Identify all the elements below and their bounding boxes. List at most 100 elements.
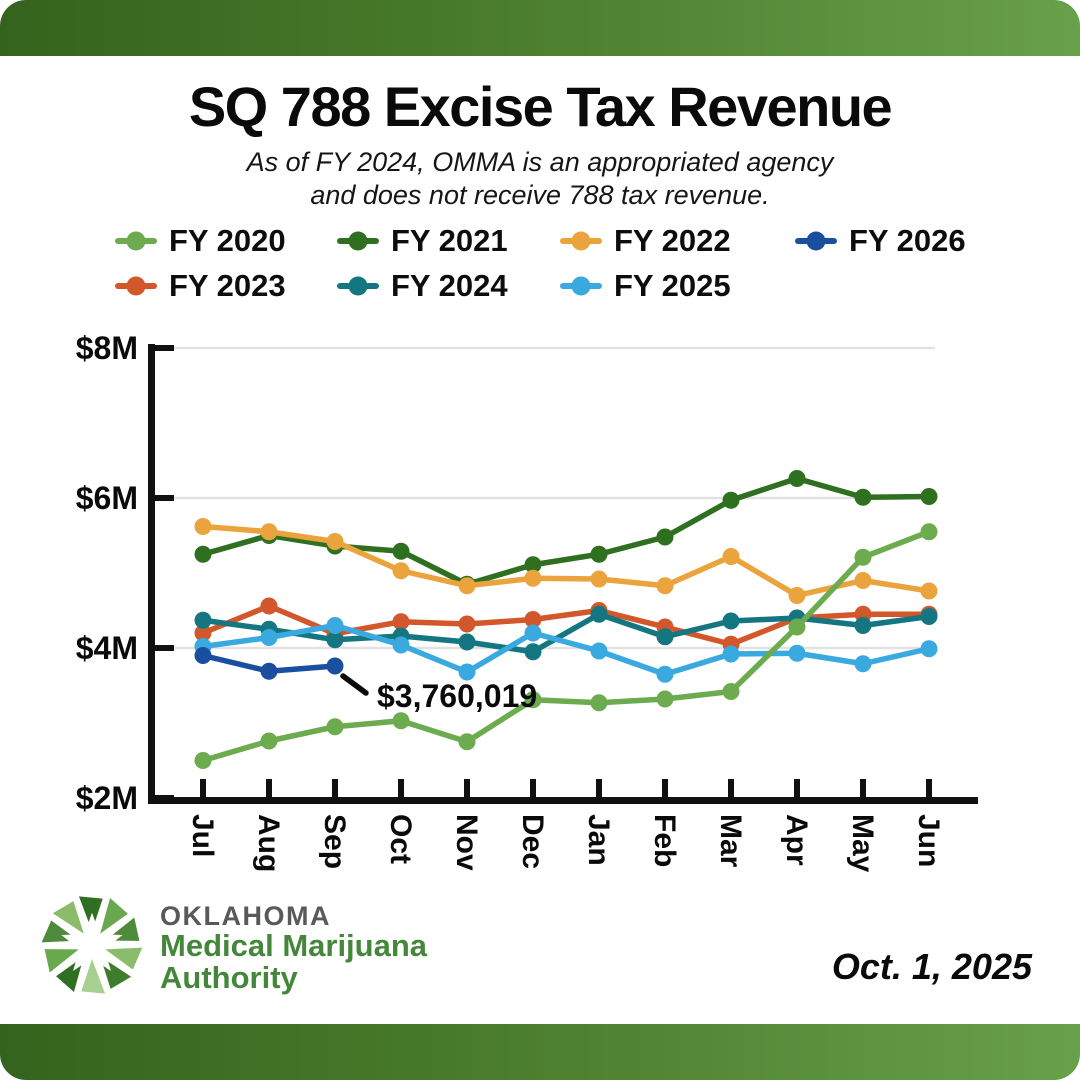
x-tick bbox=[332, 779, 338, 804]
x-tick bbox=[662, 779, 668, 804]
legend-dot-icon bbox=[571, 231, 591, 251]
x-tick-label-oct: Oct bbox=[384, 814, 417, 864]
subtitle-line-2: and does not receive 788 tax revenue. bbox=[310, 179, 770, 210]
series-fy-2025-line bbox=[200, 622, 932, 677]
point-fy-2021-may bbox=[854, 488, 872, 506]
legend-marker-icon bbox=[560, 276, 602, 296]
x-tick-label-apr: Apr bbox=[780, 814, 813, 866]
page-title: SQ 788 Excise Tax Revenue bbox=[188, 75, 893, 138]
point-fy-2022-may bbox=[854, 572, 872, 589]
legend-label: FY 2024 bbox=[391, 268, 508, 303]
point-fy-2021-jul bbox=[194, 545, 212, 563]
point-fy-2022-sep bbox=[326, 533, 344, 550]
x-tick bbox=[596, 779, 602, 804]
point-fy-2020-nov bbox=[458, 733, 476, 751]
point-fy-2025-jan bbox=[590, 642, 608, 660]
legend-dot-icon bbox=[126, 276, 146, 296]
point-fy-2023-oct bbox=[392, 613, 410, 631]
point-fy-2022-jul bbox=[194, 518, 212, 535]
point-fy-2025-dec bbox=[524, 624, 542, 642]
legend-label: FY 2022 bbox=[614, 223, 731, 258]
series-fy-2020-line bbox=[200, 529, 932, 764]
legend-item-fy-2026: FY 2026 bbox=[795, 221, 966, 261]
y-tick-label: $6M bbox=[76, 480, 138, 516]
point-fy-2023-nov bbox=[458, 615, 476, 633]
logo-shard bbox=[44, 949, 79, 973]
point-fy-2021-feb bbox=[656, 528, 674, 546]
point-fy-2020-feb bbox=[656, 690, 674, 708]
point-fy-2020-jan bbox=[590, 694, 608, 712]
logo-shard bbox=[81, 959, 106, 994]
point-fy-2025-may bbox=[854, 655, 872, 673]
point-fy-2024-nov bbox=[458, 633, 476, 651]
legend-label: FY 2021 bbox=[391, 223, 508, 258]
omma-logo: OKLAHOMA Medical Marijuana Authority bbox=[36, 886, 427, 1004]
x-tick bbox=[926, 779, 932, 804]
y-tick-label: $4M bbox=[76, 630, 138, 666]
legend-marker-icon bbox=[795, 231, 837, 251]
legend-item-fy-2020: FY 2020 bbox=[115, 221, 286, 261]
y-tick bbox=[148, 795, 174, 801]
point-fy-2023-dec bbox=[524, 611, 542, 628]
legend-item-fy-2025: FY 2025 bbox=[560, 266, 731, 306]
legend-dot-icon bbox=[126, 231, 146, 251]
point-fy-2025-apr bbox=[788, 644, 806, 662]
logo-shard bbox=[52, 901, 84, 934]
y-tick bbox=[148, 495, 174, 501]
y-tick bbox=[148, 645, 174, 651]
y-tick-label: $2M bbox=[76, 780, 138, 816]
x-axis-spine bbox=[148, 797, 978, 804]
top-banner bbox=[0, 0, 1080, 56]
series-fy-2024-line bbox=[200, 611, 932, 655]
legend-marker-icon bbox=[337, 276, 379, 296]
point-fy-2020-dec bbox=[524, 691, 542, 709]
point-fy-2022-aug bbox=[260, 523, 278, 541]
legend-label: FY 2025 bbox=[614, 268, 731, 303]
x-tick bbox=[398, 779, 404, 804]
point-fy-2022-mar bbox=[722, 548, 740, 565]
point-fy-2024-dec bbox=[524, 643, 542, 661]
logo-authority: Authority bbox=[160, 960, 298, 996]
x-tick bbox=[200, 779, 206, 804]
point-fy-2020-apr bbox=[788, 618, 806, 636]
point-fy-2024-jul bbox=[194, 611, 212, 629]
point-fy-2024-sep bbox=[326, 631, 344, 649]
x-tick-label-feb: Feb bbox=[648, 814, 681, 867]
x-tick-label-mar: Mar bbox=[714, 814, 747, 868]
annotation-value-label: $3,760,019 bbox=[377, 678, 537, 714]
x-tick-label-sep: Sep bbox=[318, 814, 351, 869]
legend-marker-icon bbox=[115, 276, 157, 296]
point-fy-2025-jun bbox=[920, 640, 938, 658]
x-tick-label-jul: Jul bbox=[186, 814, 219, 857]
point-fy-2025-sep bbox=[326, 617, 344, 634]
point-fy-2023-aug bbox=[260, 597, 278, 615]
legend-item-fy-2021: FY 2021 bbox=[337, 221, 508, 261]
x-tick-label-nov: Nov bbox=[450, 814, 483, 871]
x-tick-label-dec: Dec bbox=[516, 814, 549, 869]
point-fy-2026-aug bbox=[260, 662, 278, 680]
x-tick bbox=[266, 779, 272, 804]
point-fy-2020-aug bbox=[260, 732, 278, 750]
legend-dot-icon bbox=[806, 231, 826, 251]
legend-item-fy-2022: FY 2022 bbox=[560, 221, 731, 261]
point-fy-2024-feb bbox=[656, 628, 674, 646]
legend-marker-icon bbox=[115, 231, 157, 251]
point-fy-2023-jul bbox=[194, 624, 212, 642]
x-tick-label-aug: Aug bbox=[252, 814, 285, 872]
point-fy-2024-may bbox=[854, 617, 872, 634]
point-fy-2020-mar bbox=[722, 683, 740, 700]
point-fy-2020-sep bbox=[326, 718, 344, 736]
point-fy-2022-feb bbox=[656, 577, 674, 595]
point-fy-2021-jun bbox=[920, 488, 938, 505]
point-fy-2025-nov bbox=[458, 663, 476, 681]
x-tick bbox=[530, 779, 536, 804]
y-axis-spine bbox=[148, 344, 155, 804]
point-fy-2026-jul bbox=[194, 647, 212, 664]
legend-marker-icon bbox=[337, 231, 379, 251]
point-fy-2025-feb bbox=[656, 665, 674, 683]
subtitle-line-1: As of FY 2024, OMMA is an appropriated a… bbox=[246, 147, 834, 177]
point-fy-2022-jun bbox=[920, 582, 938, 600]
legend-label: FY 2020 bbox=[169, 223, 286, 258]
